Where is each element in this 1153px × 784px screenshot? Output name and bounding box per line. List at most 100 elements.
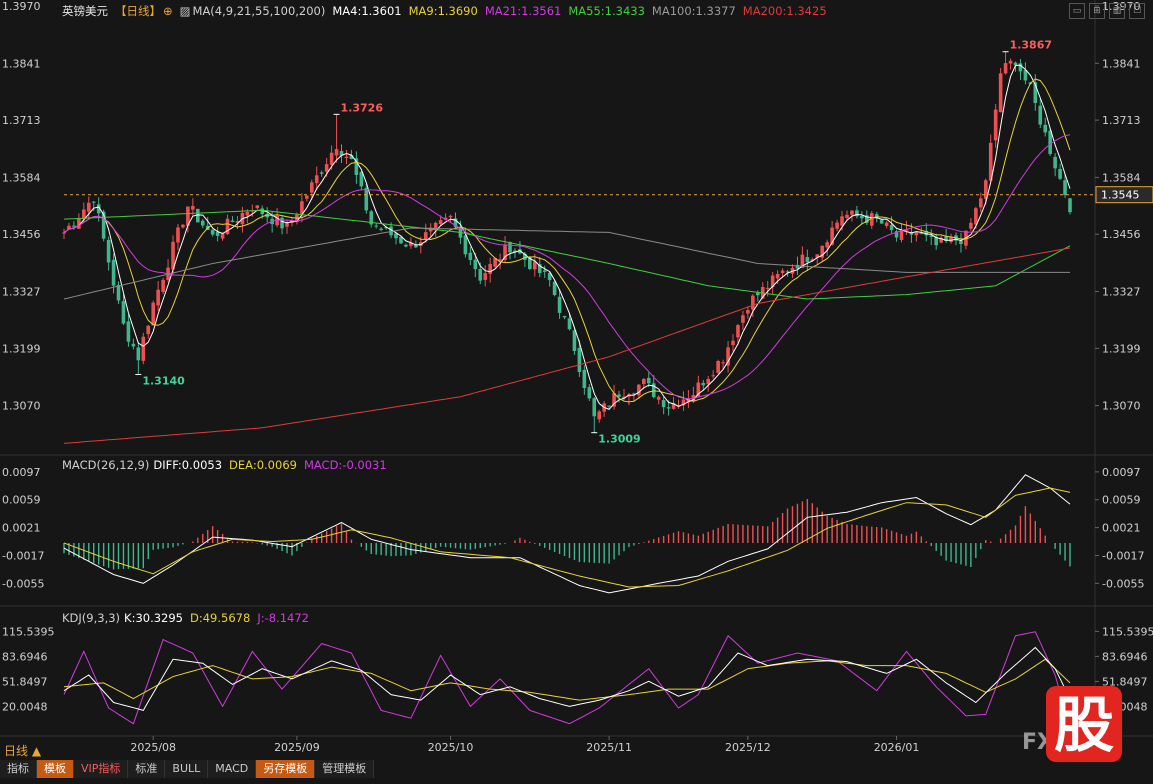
minimize-icon[interactable]: ▭: [1069, 3, 1085, 19]
candle-body: [800, 254, 805, 268]
candle-body: [86, 202, 91, 212]
candle-body: [131, 343, 136, 347]
candle-body: [845, 214, 849, 218]
candle-body: [146, 325, 151, 335]
x-tick-label: 2025/12: [725, 741, 771, 754]
candle-body: [542, 270, 547, 272]
candle-body: [260, 208, 265, 215]
candle-body: [498, 259, 502, 261]
candle-body: [855, 210, 859, 217]
candle-body: [835, 222, 839, 229]
candle-body: [62, 232, 66, 234]
tab-save-template[interactable]: 另存模板: [256, 760, 316, 778]
candle-body: [528, 257, 532, 269]
candle-body: [939, 237, 943, 243]
candle-body: [567, 318, 572, 330]
candle-body: [1048, 130, 1052, 154]
extreme-label: 1.3009: [598, 433, 640, 446]
candle-body: [944, 236, 948, 241]
kdj-name: KDJ(9,3,3): [62, 611, 121, 625]
tab-standard[interactable]: 标准: [128, 760, 166, 778]
tab-bull[interactable]: BULL: [165, 760, 209, 778]
candle-body: [597, 411, 602, 420]
candle-body: [265, 213, 269, 218]
candle-body: [116, 284, 121, 301]
maximize-icon[interactable]: ☐: [1129, 3, 1145, 19]
candle-body: [493, 258, 497, 267]
macd-tick-label-left: -0.0017: [2, 549, 44, 562]
tab-indicator[interactable]: 指标: [0, 760, 37, 778]
symbol-name: 英镑美元: [62, 4, 108, 18]
candle-body: [632, 393, 636, 395]
kdj-d-line: [63, 658, 1071, 701]
price-tick-label: 1.3327: [1102, 285, 1141, 298]
candle-body: [409, 242, 413, 246]
candle-body: [642, 378, 646, 385]
macd-header: MACD(26,12,9) DIFF:0.0053 DEA:0.0069 MACD:-…: [62, 458, 394, 472]
candle-body: [72, 225, 76, 227]
period-tag[interactable]: 【日线】: [115, 4, 161, 18]
candle-body: [161, 279, 165, 292]
candle-body: [711, 375, 715, 377]
macd-tick-label: -0.0055: [1102, 577, 1144, 590]
tab-vip-indicator[interactable]: VIP指标: [74, 760, 129, 778]
macd-tick-label: 0.0059: [1102, 494, 1141, 507]
candle-body: [879, 219, 884, 224]
candle-body: [770, 275, 775, 288]
candle-body: [869, 213, 874, 226]
candle-body: [478, 268, 483, 281]
candle-body: [795, 264, 800, 269]
macd-dea-line: [63, 487, 1071, 588]
candle-body: [582, 369, 587, 389]
candle-body: [894, 231, 899, 238]
candle-body: [969, 222, 973, 229]
kdj-tick-label: 115.5395: [1102, 625, 1153, 638]
x-tick-label: 2025/08: [130, 741, 176, 754]
candle-body: [993, 109, 998, 141]
ma4-value: MA4:1.3601: [332, 4, 402, 18]
tab-template[interactable]: 模板: [37, 760, 74, 778]
candle-body: [191, 205, 195, 210]
candle-body: [483, 273, 488, 280]
price-tick-label-left: 1.3584: [2, 171, 41, 184]
candle-body: [111, 259, 116, 286]
candle-body: [557, 296, 562, 313]
ma4-line: [63, 64, 1071, 410]
candle-body: [443, 217, 448, 220]
settings-icon[interactable]: ⊕: [163, 4, 173, 18]
candle-body: [914, 232, 919, 236]
ma-settings-icon[interactable]: ▨: [179, 4, 191, 18]
candle-body: [865, 215, 869, 223]
candle-body: [934, 236, 938, 246]
candle-body: [681, 399, 686, 406]
tab-macd[interactable]: MACD: [208, 760, 257, 778]
candle-body: [448, 215, 453, 218]
candle-body: [825, 242, 829, 248]
candle-body: [404, 244, 408, 247]
period-label[interactable]: 日线 ▲: [4, 744, 42, 758]
candle-body: [746, 310, 750, 314]
price-tick-label-left: 1.3199: [2, 342, 41, 355]
candle-body: [225, 218, 230, 235]
tab-manage-template[interactable]: 管理模板: [315, 760, 375, 778]
ma55-value: MA55:1.3433: [568, 4, 645, 18]
candle-body: [176, 227, 180, 243]
kdj-tick-label-left: 115.5395: [2, 625, 55, 638]
candle-body: [974, 208, 978, 225]
candle-body: [300, 201, 304, 214]
candle-body: [389, 226, 393, 236]
current-price-box: [1095, 186, 1153, 204]
candle-body: [126, 321, 131, 342]
layout-icon[interactable]: ▥: [1109, 3, 1125, 19]
price-tick-label-left: 1.3070: [2, 400, 41, 413]
candle-body: [983, 180, 988, 199]
grid-icon[interactable]: ⊞: [1089, 3, 1105, 19]
candle-body: [899, 229, 904, 241]
candle-body: [339, 151, 344, 156]
candle-body: [929, 235, 934, 237]
extreme-label: 1.3140: [142, 375, 185, 388]
candle-body: [319, 172, 324, 174]
candle-body: [503, 244, 507, 261]
